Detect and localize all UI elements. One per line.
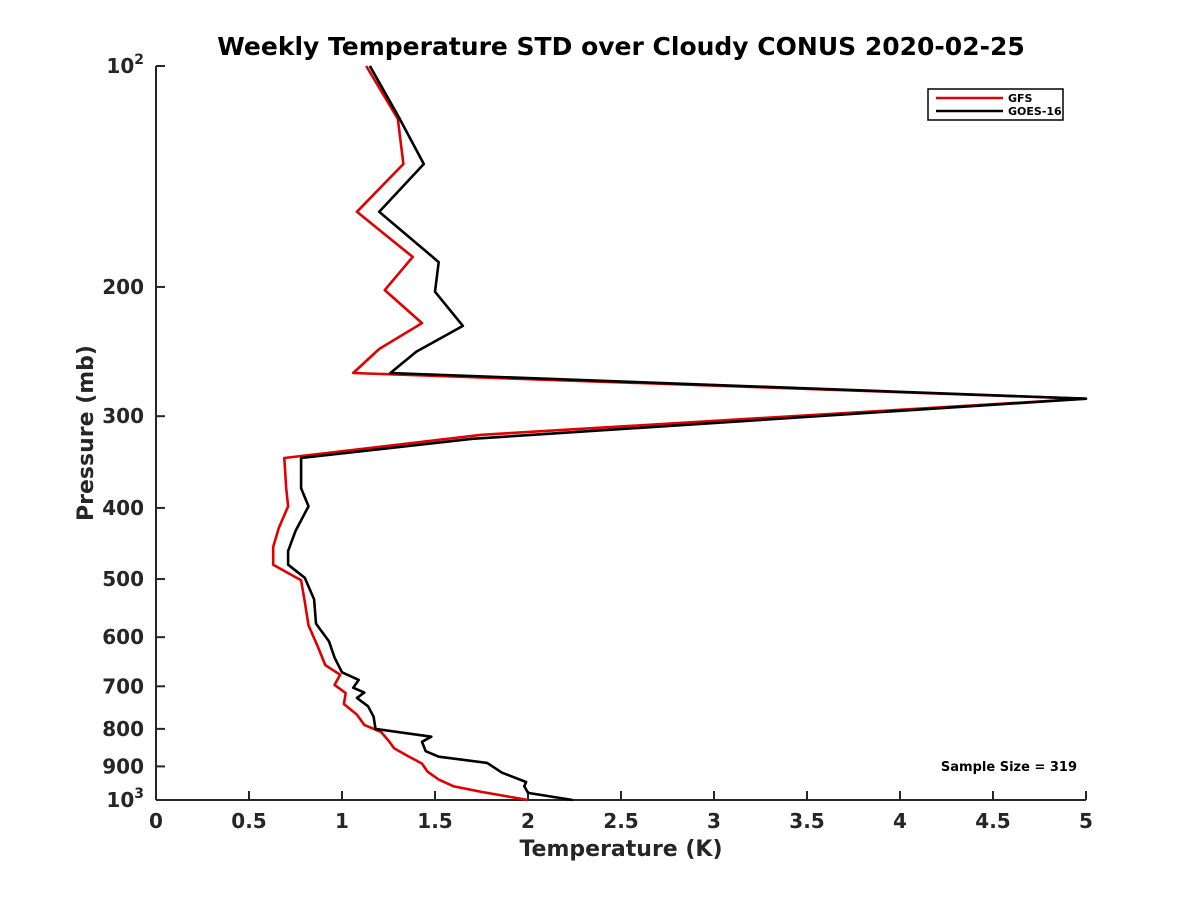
y-tick-base: 10 xyxy=(106,788,134,812)
series-group xyxy=(271,65,1088,802)
x-ticks: 0 0.5 1 1.5 2 2.5 3 3.5 4 4.5 5 xyxy=(149,791,1093,833)
series-line-gfs xyxy=(271,65,1088,802)
x-tick-label: 4 xyxy=(893,809,907,833)
x-tick-label: 0.5 xyxy=(231,809,266,833)
y-tick-label: 600 xyxy=(102,625,144,649)
legend-box xyxy=(927,88,1064,121)
y-tick-base: 10 xyxy=(106,54,134,78)
legend: GFS GOES-16 xyxy=(927,88,1064,121)
x-tick-label: 1.5 xyxy=(417,809,452,833)
x-tick-label: 4.5 xyxy=(975,809,1010,833)
x-tick-label: 2.5 xyxy=(603,809,638,833)
y-tick-label: 400 xyxy=(102,496,144,520)
series-line-goes-16 xyxy=(286,65,1088,802)
x-tick-label: 3.5 xyxy=(789,809,824,833)
y-tick-label: 700 xyxy=(102,674,144,698)
sample-size-annotation: Sample Size = 319 xyxy=(941,760,1077,775)
y-tick-label: 500 xyxy=(102,567,144,591)
y-tick-exponent: 2 xyxy=(134,52,144,68)
y-tick-exponent: 3 xyxy=(134,786,144,802)
x-tick-label: 5 xyxy=(1079,809,1093,833)
x-tick-label: 0 xyxy=(149,809,163,833)
y-tick-label: 800 xyxy=(102,717,144,741)
y-tick-label: 300 xyxy=(102,404,144,428)
y-tick-label: 103 xyxy=(106,786,144,812)
x-tick-label: 1 xyxy=(335,809,349,833)
legend-label-gfs: GFS xyxy=(1008,92,1033,105)
y-tick-label: 200 xyxy=(102,275,144,299)
x-tick-label: 3 xyxy=(707,809,721,833)
x-axis-label: Temperature (K) xyxy=(519,837,722,862)
chart-title: Weekly Temperature STD over Cloudy CONUS… xyxy=(217,32,1025,61)
y-tick-label: 102 xyxy=(106,52,144,78)
y-axis-label: Pressure (mb) xyxy=(74,345,99,521)
legend-label-goes-16: GOES-16 xyxy=(1008,105,1062,118)
y-tick-label: 900 xyxy=(102,754,144,778)
x-tick-label: 2 xyxy=(521,809,535,833)
